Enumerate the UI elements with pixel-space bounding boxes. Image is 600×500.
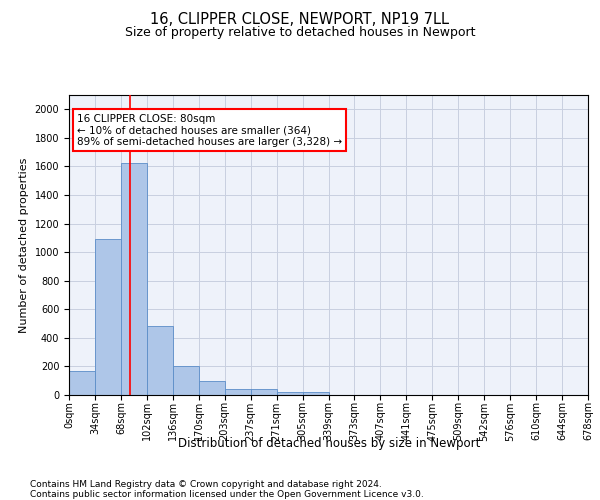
Bar: [302, 392, 329, 395]
Bar: [69, 372, 95, 395]
Bar: [277, 392, 302, 395]
Bar: [147, 326, 173, 395]
Bar: [95, 240, 121, 395]
Text: Size of property relative to detached houses in Newport: Size of property relative to detached ho…: [125, 26, 475, 39]
Bar: [121, 163, 147, 395]
Y-axis label: Number of detached properties: Number of detached properties: [19, 158, 29, 332]
Bar: [251, 390, 277, 395]
Text: Contains HM Land Registry data © Crown copyright and database right 2024.
Contai: Contains HM Land Registry data © Crown c…: [30, 480, 424, 499]
Bar: [199, 380, 224, 395]
Bar: [173, 366, 199, 395]
Bar: [225, 388, 251, 395]
Text: 16, CLIPPER CLOSE, NEWPORT, NP19 7LL: 16, CLIPPER CLOSE, NEWPORT, NP19 7LL: [151, 12, 449, 28]
Text: 16 CLIPPER CLOSE: 80sqm
← 10% of detached houses are smaller (364)
89% of semi-d: 16 CLIPPER CLOSE: 80sqm ← 10% of detache…: [77, 114, 342, 147]
Text: Distribution of detached houses by size in Newport: Distribution of detached houses by size …: [178, 438, 480, 450]
